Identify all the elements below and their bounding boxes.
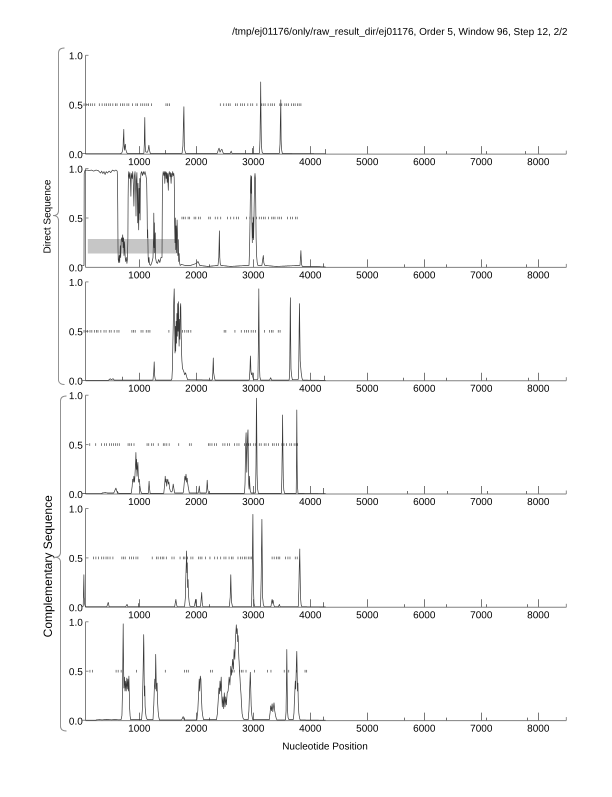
svg-text:1000: 1000 — [128, 157, 151, 168]
svg-text:2000: 2000 — [185, 157, 208, 168]
svg-text:1.0: 1.0 — [69, 618, 83, 629]
svg-text:3000: 3000 — [242, 497, 265, 508]
svg-text:4000: 4000 — [299, 724, 322, 735]
svg-text:Complementary Sequence: Complementary Sequence — [41, 495, 55, 637]
svg-text:2000: 2000 — [185, 497, 208, 508]
svg-text:1.0: 1.0 — [69, 391, 83, 402]
svg-text:3000: 3000 — [242, 384, 265, 395]
svg-text:8000: 8000 — [527, 497, 550, 508]
svg-text:2000: 2000 — [185, 724, 208, 735]
svg-text:2000: 2000 — [185, 270, 208, 281]
svg-text:2000: 2000 — [185, 384, 208, 395]
svg-text:7000: 7000 — [470, 157, 493, 168]
svg-text:4000: 4000 — [299, 270, 322, 281]
svg-text:1000: 1000 — [128, 724, 151, 735]
svg-text:6000: 6000 — [413, 384, 436, 395]
svg-text:7000: 7000 — [470, 724, 493, 735]
svg-text:4000: 4000 — [299, 157, 322, 168]
svg-text:5000: 5000 — [356, 610, 379, 621]
svg-text:0.5: 0.5 — [69, 214, 83, 225]
svg-text:0.0: 0.0 — [69, 150, 83, 161]
svg-text:Direct Sequence: Direct Sequence — [43, 179, 54, 253]
svg-text:0.5: 0.5 — [69, 554, 83, 565]
svg-text:3000: 3000 — [242, 157, 265, 168]
svg-text:0.0: 0.0 — [69, 603, 83, 614]
svg-text:6000: 6000 — [413, 724, 436, 735]
svg-text:3000: 3000 — [242, 610, 265, 621]
svg-text:1000: 1000 — [128, 497, 151, 508]
svg-text:6000: 6000 — [413, 157, 436, 168]
svg-text:7000: 7000 — [470, 270, 493, 281]
svg-text:4000: 4000 — [299, 497, 322, 508]
svg-text:8000: 8000 — [527, 270, 550, 281]
svg-text:6000: 6000 — [413, 497, 436, 508]
svg-text:8000: 8000 — [527, 384, 550, 395]
svg-text:5000: 5000 — [356, 724, 379, 735]
svg-text:5000: 5000 — [356, 497, 379, 508]
svg-text:1000: 1000 — [128, 610, 151, 621]
svg-text:2000: 2000 — [185, 610, 208, 621]
svg-text:5000: 5000 — [356, 270, 379, 281]
svg-text:/tmp/ej01176/only/raw_result_d: /tmp/ej01176/only/raw_result_dir/ej01176… — [232, 27, 568, 38]
svg-text:1000: 1000 — [128, 384, 151, 395]
svg-text:1000: 1000 — [128, 270, 151, 281]
svg-text:3000: 3000 — [242, 270, 265, 281]
svg-text:7000: 7000 — [470, 497, 493, 508]
svg-text:0.0: 0.0 — [69, 377, 83, 388]
svg-text:5000: 5000 — [356, 157, 379, 168]
svg-text:8000: 8000 — [527, 724, 550, 735]
svg-text:1.0: 1.0 — [69, 504, 83, 515]
svg-text:6000: 6000 — [413, 610, 436, 621]
svg-text:0.0: 0.0 — [69, 263, 83, 274]
svg-text:1.0: 1.0 — [69, 278, 83, 289]
svg-text:0.5: 0.5 — [69, 667, 83, 678]
svg-text:0.0: 0.0 — [69, 490, 83, 501]
svg-text:7000: 7000 — [470, 384, 493, 395]
svg-text:8000: 8000 — [527, 157, 550, 168]
svg-text:8000: 8000 — [527, 610, 550, 621]
svg-text:0.0: 0.0 — [69, 717, 83, 728]
svg-text:4000: 4000 — [299, 384, 322, 395]
svg-text:3000: 3000 — [242, 724, 265, 735]
svg-text:1.0: 1.0 — [69, 165, 83, 176]
svg-text:7000: 7000 — [470, 610, 493, 621]
svg-text:0.5: 0.5 — [69, 441, 83, 452]
svg-text:0.5: 0.5 — [69, 327, 83, 338]
svg-text:6000: 6000 — [413, 270, 436, 281]
svg-text:5000: 5000 — [356, 384, 379, 395]
svg-text:Nucleotide Position: Nucleotide Position — [282, 741, 368, 752]
svg-text:0.5: 0.5 — [69, 101, 83, 112]
svg-text:4000: 4000 — [299, 610, 322, 621]
svg-text:1.0: 1.0 — [69, 51, 83, 62]
